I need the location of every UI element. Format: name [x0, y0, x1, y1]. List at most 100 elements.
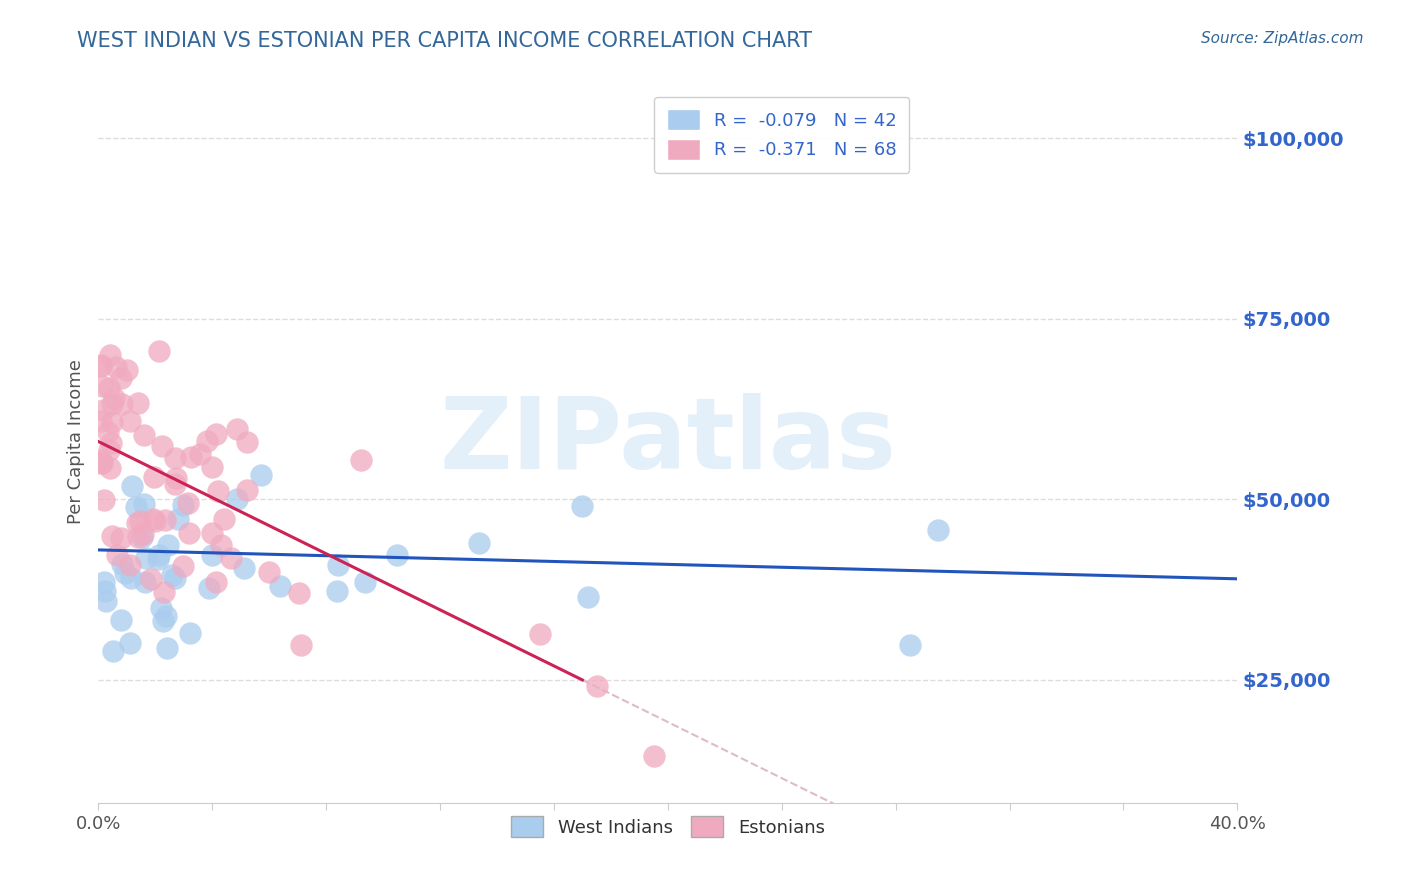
Point [571, 499, 593, 513]
Point [150, 439, 173, 453]
Point [172, 499, 194, 513]
Point [131, 531, 153, 545]
Point [326, 584, 349, 599]
Point [326, 558, 349, 572]
Point [195, 434, 218, 448]
Point [125, 500, 148, 514]
Point [94, 594, 117, 608]
Point [94, 583, 117, 598]
Point [103, 392, 125, 406]
Point [90, 456, 112, 470]
Point [179, 626, 201, 640]
Point [201, 526, 224, 541]
Point [177, 525, 200, 540]
Point [163, 451, 186, 466]
Point [127, 530, 149, 544]
Point [180, 450, 202, 464]
Point [90, 414, 112, 428]
Point [132, 498, 155, 512]
Point [150, 601, 173, 615]
Point [110, 371, 132, 385]
Point [120, 571, 142, 585]
Point [134, 575, 156, 590]
Point [249, 468, 271, 483]
Point [120, 414, 142, 428]
Point [585, 679, 607, 693]
Point [143, 515, 166, 529]
Text: ZIPatlas: ZIPatlas [440, 393, 896, 490]
Y-axis label: Per Capita Income: Per Capita Income [66, 359, 84, 524]
Point [127, 395, 149, 409]
Point [91, 456, 114, 470]
Point [467, 536, 489, 550]
Point [165, 471, 187, 485]
Point [350, 452, 373, 467]
Point [118, 636, 141, 650]
Point [529, 627, 551, 641]
Point [209, 538, 232, 552]
Point [153, 512, 176, 526]
Point [90, 358, 112, 372]
Point [269, 579, 291, 593]
Point [114, 566, 136, 580]
Point [207, 483, 229, 498]
Point [205, 574, 228, 589]
Point [100, 415, 122, 429]
Point [225, 491, 247, 506]
Point [100, 436, 122, 450]
Point [111, 397, 134, 411]
Point [156, 641, 179, 656]
Point [166, 511, 188, 525]
Point [91, 403, 114, 417]
Point [290, 638, 312, 652]
Point [121, 479, 143, 493]
Point [98, 347, 121, 361]
Legend: West Indians, Estonians: West Indians, Estonians [503, 809, 832, 845]
Point [162, 567, 184, 582]
Point [90, 378, 112, 392]
Point [156, 539, 179, 553]
Point [576, 590, 599, 604]
Point [148, 549, 170, 563]
Point [225, 422, 247, 436]
Point [257, 565, 280, 579]
Text: WEST INDIAN VS ESTONIAN PER CAPITA INCOME CORRELATION CHART: WEST INDIAN VS ESTONIAN PER CAPITA INCOM… [77, 31, 813, 51]
Point [100, 529, 122, 543]
Point [205, 426, 228, 441]
Point [105, 359, 128, 374]
Point [219, 550, 242, 565]
Point [134, 428, 156, 442]
Point [142, 470, 165, 484]
Point [188, 447, 211, 461]
Point [135, 550, 157, 565]
Point [233, 560, 256, 574]
Point [643, 749, 665, 764]
Point [354, 574, 377, 589]
Point [898, 638, 921, 652]
Text: Source: ZipAtlas.com: Source: ZipAtlas.com [1201, 31, 1364, 46]
Point [97, 442, 120, 457]
Point [115, 363, 138, 377]
Point [201, 459, 224, 474]
Point [105, 548, 128, 562]
Point [148, 552, 170, 566]
Point [110, 531, 132, 545]
Point [118, 558, 141, 572]
Point [98, 460, 121, 475]
Point [97, 381, 120, 395]
Point [127, 516, 149, 530]
Point [288, 586, 311, 600]
Point [152, 585, 174, 599]
Point [387, 549, 409, 563]
Point [142, 512, 165, 526]
Point [152, 614, 174, 628]
Point [163, 477, 186, 491]
Point [236, 434, 259, 449]
Point [177, 496, 200, 510]
Point [197, 581, 219, 595]
Point [128, 514, 150, 528]
Point [111, 558, 134, 572]
Point [201, 548, 224, 562]
Point [90, 359, 112, 374]
Point [93, 493, 115, 508]
